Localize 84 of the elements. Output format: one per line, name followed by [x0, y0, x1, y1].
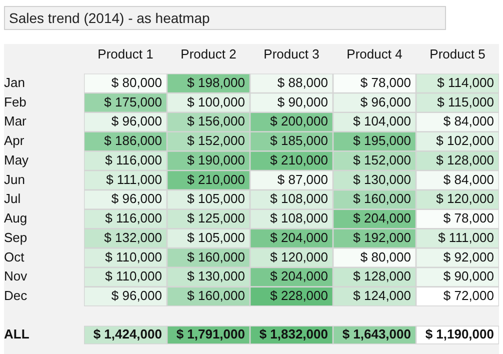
data-label: $ 72,000 [443, 288, 494, 304]
data-label: $ 228,000 [270, 288, 328, 304]
data-label: $ 160,000 [187, 249, 245, 264]
data-label: $ 192,000 [353, 230, 411, 245]
data-label: $ 114,000 [437, 74, 494, 90]
y-tick-label: Sep [4, 230, 28, 245]
x-tick-label: Product 3 [264, 46, 320, 62]
data-label: $ 152,000 [353, 152, 411, 168]
data-label: $ 156,000 [187, 114, 245, 129]
data-label: $ 108,000 [270, 191, 328, 206]
data-label: $ 111,000 [438, 230, 494, 245]
data-label: $ 124,000 [353, 288, 411, 304]
data-label: $ 80,000 [360, 249, 411, 264]
y-tick-label: Jul [4, 191, 21, 206]
y-tick-label: Oct [4, 249, 25, 264]
x-tick-label: Product 5 [430, 46, 486, 62]
data-label: $ 80,000 [111, 74, 162, 90]
y-tick-label: ALL [4, 326, 30, 342]
data-label: $ 152,000 [187, 133, 245, 148]
data-label: $ 120,000 [270, 249, 328, 264]
data-label: $ 92,000 [443, 249, 494, 264]
data-label: $ 100,000 [187, 94, 245, 110]
data-label: $ 185,000 [270, 133, 328, 148]
data-label: $ 105,000 [187, 191, 245, 206]
data-label: $ 160,000 [353, 191, 411, 206]
data-label: $ 198,000 [187, 74, 245, 90]
data-label: $ 175,000 [104, 94, 162, 110]
data-label: $ 110,000 [105, 268, 162, 284]
data-label: $ 130,000 [187, 268, 245, 284]
data-label: $ 1,832,000 [259, 326, 328, 342]
data-label: $ 104,000 [353, 114, 411, 129]
y-tick-label: Jun [4, 172, 25, 187]
data-label: $ 200,000 [270, 114, 328, 129]
y-tick-label: Mar [4, 114, 28, 129]
data-label: $ 116,000 [105, 210, 162, 226]
data-label: $ 115,000 [437, 94, 494, 110]
data-label: $ 186,000 [104, 133, 162, 148]
data-label: $ 210,000 [270, 152, 328, 168]
data-label: $ 195,000 [353, 133, 411, 148]
data-label: $ 204,000 [270, 268, 328, 284]
x-tick-label: Product 2 [180, 46, 236, 62]
data-label: $ 96,000 [111, 288, 162, 304]
data-label: $ 204,000 [353, 210, 411, 226]
data-label: $ 160,000 [187, 288, 245, 304]
data-label: $ 78,000 [360, 74, 411, 90]
y-tick-label: Jan [4, 74, 25, 90]
data-label: $ 128,000 [353, 268, 411, 284]
data-label: $ 110,000 [105, 249, 162, 264]
x-tick-label: Product 1 [98, 46, 154, 62]
data-label: $ 130,000 [353, 172, 411, 187]
data-label: $ 88,000 [277, 74, 328, 90]
data-label: $ 102,000 [436, 133, 494, 148]
data-label: $ 132,000 [104, 230, 162, 245]
data-label: $ 116,000 [105, 152, 162, 168]
data-label: $ 96,000 [360, 94, 411, 110]
x-tick-label: Product 4 [346, 46, 402, 62]
data-label: $ 105,000 [187, 230, 245, 245]
data-label: $ 1,190,000 [425, 326, 494, 342]
data-label: $ 87,000 [277, 172, 328, 187]
data-label: $ 78,000 [443, 210, 494, 226]
y-tick-label: Nov [4, 268, 28, 284]
y-tick-label: May [4, 152, 30, 168]
data-label: $ 1,643,000 [342, 326, 411, 342]
data-label: $ 125,000 [187, 210, 245, 226]
data-label: $ 96,000 [111, 114, 162, 129]
data-label: $ 84,000 [443, 172, 494, 187]
y-tick-label: Feb [4, 94, 26, 110]
y-tick-label: Aug [4, 210, 28, 226]
data-label: $ 84,000 [443, 114, 494, 129]
data-label: $ 120,000 [436, 191, 494, 206]
data-label: $ 128,000 [436, 152, 494, 168]
chart-title: Sales trend (2014) - as heatmap [4, 6, 446, 30]
data-label: $ 1,791,000 [176, 326, 245, 342]
y-tick-label: Dec [4, 288, 28, 304]
data-label: $ 204,000 [270, 230, 328, 245]
data-label: $ 90,000 [443, 268, 494, 284]
data-label: $ 90,000 [277, 94, 328, 110]
data-label: $ 96,000 [111, 191, 162, 206]
data-label: $ 190,000 [187, 152, 245, 168]
data-label: $ 108,000 [270, 210, 328, 226]
data-label: $ 1,424,000 [93, 326, 162, 342]
data-label: $ 210,000 [187, 172, 245, 187]
data-label: $ 111,000 [106, 172, 162, 187]
y-tick-label: Apr [4, 133, 25, 148]
